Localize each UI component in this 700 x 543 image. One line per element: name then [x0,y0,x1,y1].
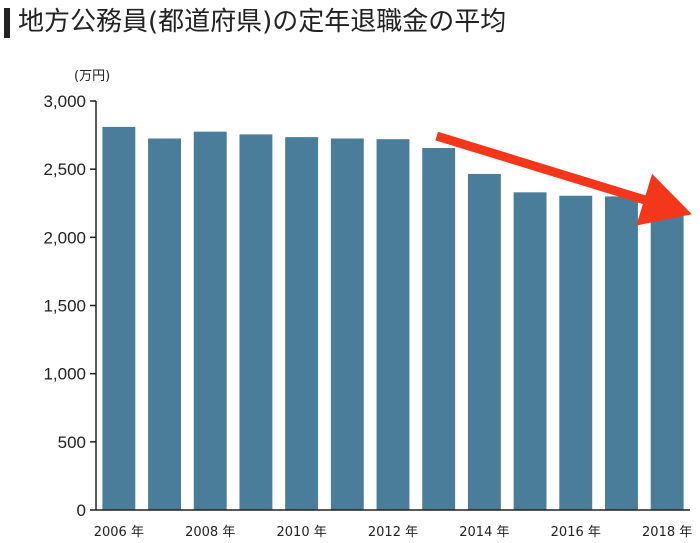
y-tick-label: 0 [77,501,86,520]
y-tick-label: 1,000 [43,365,86,384]
trend-arrow-group [435,131,692,226]
y-tick-label: 3,000 [43,92,86,111]
bar-2006 [102,126,136,511]
bar-2018 [650,207,684,510]
trend-arrow-shaft [435,131,648,205]
y-tick-label: 500 [58,433,86,452]
x-tick-label: 2008 年 [185,525,235,540]
bar-2017 [605,196,638,510]
y-tick-label: 2,500 [43,160,86,179]
bar-2011 [330,138,364,511]
x-tick-label: 2018 年 [642,525,692,540]
y-axis-unit-label: (万円) [74,69,110,84]
bar-2007 [148,138,181,511]
chart-title: 地方公務員(都道府県)の定年退職金の平均 [18,7,507,37]
bar-2014 [467,173,501,510]
x-tick-labels: 2006 年 2008 年 2010 年 2012 年 2014 年 2016 年 2018… [94,525,693,540]
y-tick-labels: 0 500 1,000 1,500 2,000 2,500 3,000 [43,92,96,520]
trend-arrow-head [636,173,692,226]
x-tick-label: 2006 年 [94,525,144,540]
bars-group [102,126,684,511]
title-accent-bar [4,8,10,38]
bar-2008 [193,131,227,511]
bar-2012 [376,139,410,511]
bar-2013 [422,148,456,510]
x-tick-label: 2012 年 [368,525,418,540]
bar-2010 [285,137,319,510]
bar-2009 [239,134,273,510]
bar-2015 [513,192,547,510]
bar-2016 [559,195,593,510]
x-tick-label: 2010 年 [277,525,327,540]
y-tick-label: 1,500 [43,297,86,316]
x-tick-label: 2014 年 [459,525,509,540]
x-tick-label: 2016 年 [551,525,601,540]
y-tick-label: 2,000 [43,228,86,247]
